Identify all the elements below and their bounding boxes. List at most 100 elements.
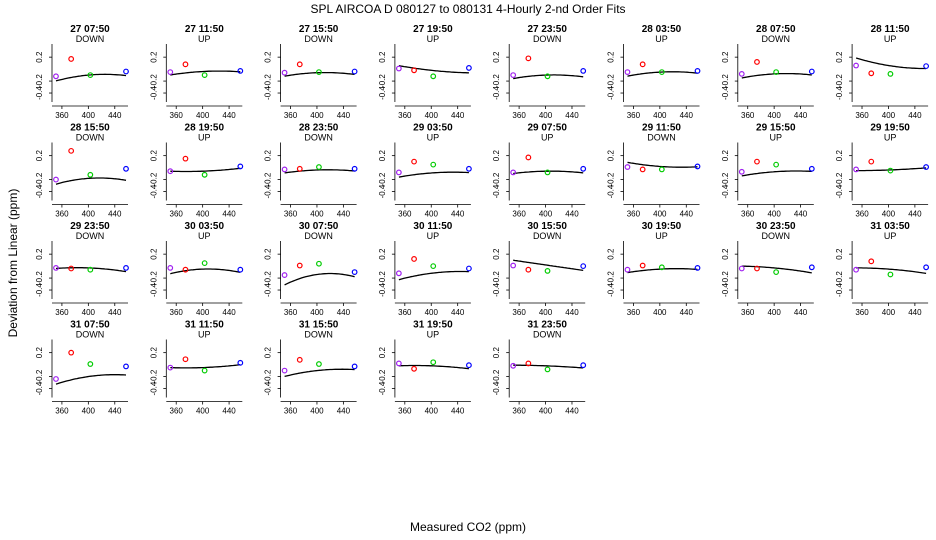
y-tick-label: 0.2 [35,51,44,63]
panel-direction-label: DOWN [647,133,676,143]
x-tick-label: 440 [565,407,579,416]
x-tick-label: 400 [653,210,667,219]
y-tick-label: -0.2 [149,271,158,285]
x-tick-label: 400 [425,210,439,219]
y-tick-label: 0.2 [492,150,501,162]
y-tick-label: -0.4 [264,283,273,297]
x-tick-label: 360 [284,407,298,416]
x-tick-label: 440 [451,210,465,219]
y-tick-label: 0.2 [264,51,273,63]
data-point-2 [411,158,417,165]
x-tick-label: 360 [170,111,184,120]
fit-curve [627,161,698,168]
data-point-1 [167,265,174,271]
y-tick-label: -0.4 [35,184,44,198]
x-tick-label: 440 [108,210,122,219]
y-tick-label: 0.2 [492,51,501,63]
fit-curve [284,169,355,174]
data-point-1 [510,262,517,269]
data-point-3 [316,260,322,267]
panel-direction-label: UP [770,133,783,143]
y-tick-label: 0.2 [264,150,273,162]
data-point-3 [201,72,208,78]
panel-time-label: 29 19:50 [870,123,910,134]
x-tick-label: 360 [55,111,69,120]
panel-time-label: 30 19:50 [642,221,682,232]
data-point-3 [316,164,322,170]
data-point-2 [525,154,532,161]
data-point-4 [466,265,472,272]
panel-time-label: 27 23:50 [527,24,567,35]
data-point-1 [395,360,402,367]
panel-time-label: 27 15:50 [299,24,339,35]
fit-curve [856,267,927,275]
x-tick-label: 400 [310,308,324,317]
x-tick-label: 360 [741,111,755,120]
data-point-4 [237,266,244,273]
data-point-4 [351,363,358,370]
x-tick-label: 440 [222,407,236,416]
data-point-3 [87,171,94,178]
data-point-4 [808,68,815,75]
x-tick-label: 360 [741,210,755,219]
y-tick-label: -0.2 [721,271,730,285]
y-tick-label: -0.4 [378,86,387,100]
data-point-1 [53,73,59,80]
fit-curve [170,167,241,173]
data-point-3 [201,367,208,374]
data-point-2 [68,56,75,62]
y-tick-label: 0.2 [35,150,44,162]
panel-time-label: 29 07:50 [527,123,567,134]
data-point-3 [430,263,437,270]
fit-curve [856,167,927,172]
y-tick-label: -0.4 [378,283,387,297]
panel-time-label: 30 11:50 [413,221,452,232]
data-point-4 [123,165,129,172]
x-tick-label: 440 [794,308,808,317]
fit-curve [513,170,584,175]
y-tick-label: -0.2 [607,271,616,285]
y-tick-label: -0.4 [264,86,273,100]
panel-time-label: 28 07:50 [756,24,796,35]
y-tick-label: -0.4 [35,86,44,100]
x-tick-label: 360 [170,210,184,219]
data-point-2 [639,61,646,68]
fit-curve [284,368,355,378]
data-point-1 [510,362,517,369]
y-tick-label: -0.2 [35,74,44,88]
y-tick-label: -0.4 [378,184,387,198]
x-tick-label: 400 [767,308,781,317]
panel-time-label: 31 03:50 [870,221,910,232]
panel-time-label: 27 07:50 [70,24,110,35]
data-point-1 [853,62,859,69]
data-point-2 [411,365,417,372]
y-tick-label: 0.2 [264,347,273,359]
data-point-1 [624,69,631,76]
y-tick-label: -0.2 [492,271,501,285]
panel-time-label: 28 19:50 [185,123,225,134]
y-tick-label: 0.2 [492,347,501,359]
panel-direction-label: DOWN [533,34,562,44]
x-tick-label: 400 [82,308,96,317]
x-tick-label: 360 [512,407,526,416]
x-tick-label: 360 [398,210,412,219]
data-point-3 [658,69,665,76]
data-point-4 [123,265,129,271]
data-point-1 [53,265,59,271]
panel-time-label: 31 15:50 [299,320,339,331]
fit-curve [855,57,927,70]
x-tick-label: 400 [539,210,553,219]
data-point-4 [923,264,930,271]
y-tick-label: 0.2 [35,347,44,359]
x-tick-label: 440 [451,111,465,120]
data-point-4 [351,68,358,75]
data-point-3 [544,366,551,373]
y-tick-label: 0.2 [835,150,844,162]
x-tick-label: 400 [310,111,324,120]
y-tick-label: -0.4 [35,381,44,395]
